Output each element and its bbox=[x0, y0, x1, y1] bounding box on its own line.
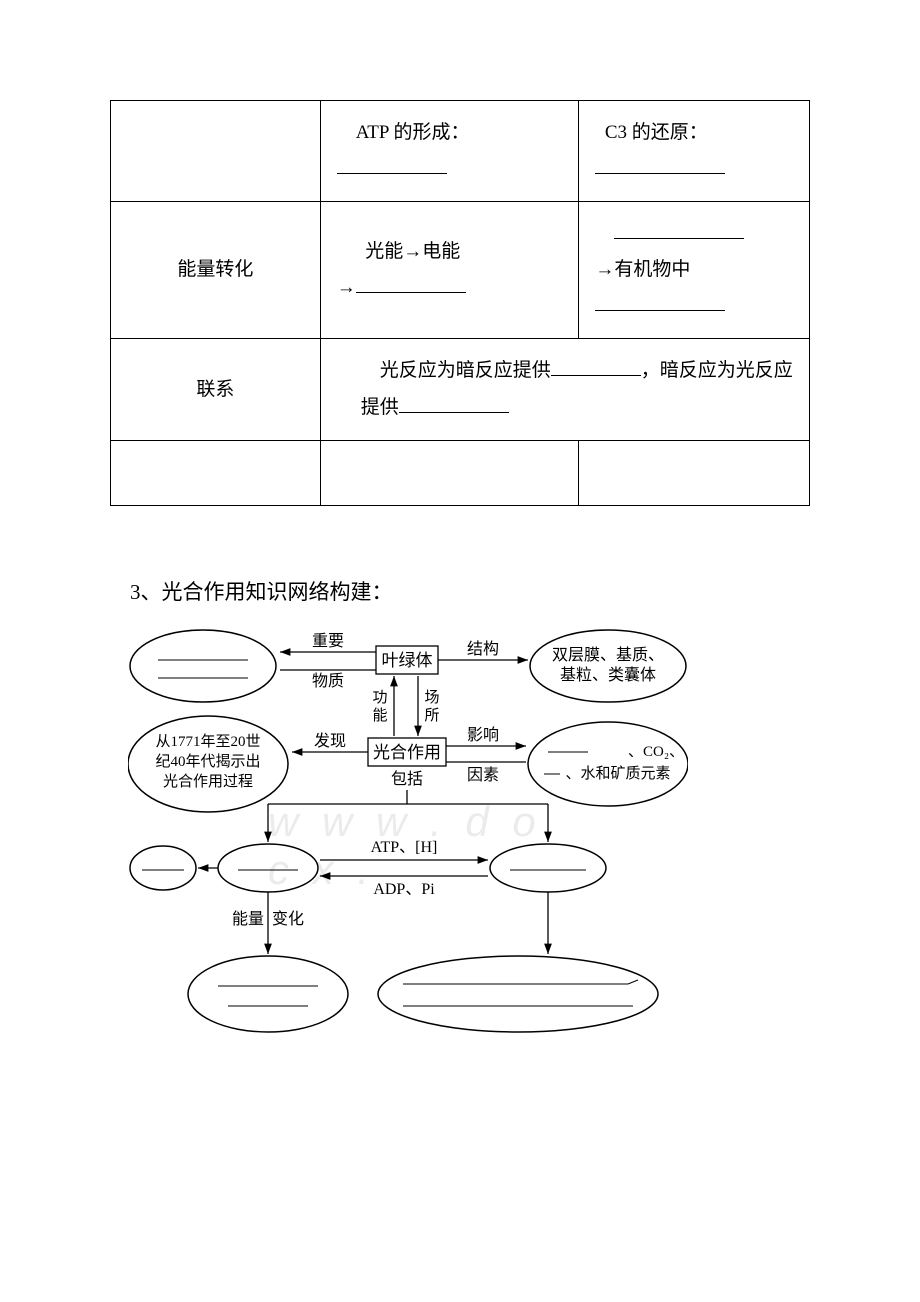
knowledge-network-diagram: 双层膜、基质、 基粒、类囊体 叶绿体 重要 物质 结构 功 能 场 所 光合作用 bbox=[128, 624, 688, 1069]
structure-text-1: 双层膜、基质、 bbox=[552, 646, 664, 664]
factor-water: 、水和矿质元素 bbox=[565, 765, 670, 782]
energy-blank-2 bbox=[614, 220, 744, 239]
photosyn-label: 光合作用 bbox=[373, 743, 441, 762]
ellipse-structure bbox=[530, 630, 686, 702]
row2-cell3: →有机物中 bbox=[579, 202, 810, 339]
energy-label: 能量 bbox=[232, 910, 264, 928]
table-row: 联系 光反应为暗反应提供，暗反应为光反应提供 bbox=[111, 339, 810, 440]
relation-blank-2 bbox=[399, 394, 509, 413]
diagram-svg: 双层膜、基质、 基粒、类囊体 叶绿体 重要 物质 结构 功 能 场 所 光合作用 bbox=[128, 624, 688, 1064]
table-row: 能量转化 光能→电能 → →有机物中 bbox=[111, 202, 810, 339]
c3-reduction-label: C3 的还原： bbox=[605, 122, 708, 143]
section-title: 3、光合作用知识网络构建： bbox=[130, 576, 810, 606]
structure-text-2: 基粒、类囊体 bbox=[560, 666, 656, 684]
chloroplast-label: 叶绿体 bbox=[382, 651, 433, 670]
change-label: 变化 bbox=[272, 910, 304, 928]
to-organic: →有机物中 bbox=[595, 259, 690, 280]
edge-discover: 发现 bbox=[314, 732, 346, 750]
ellipse-factor bbox=[528, 722, 688, 806]
edge-include: 包括 bbox=[391, 770, 423, 788]
comparison-table: ATP 的形成： C3 的还原： 能量转化 光能→电能 → →有机物中 bbox=[110, 100, 810, 506]
atp-formation-blank bbox=[337, 155, 447, 174]
atp-h-label: ATP、[H] bbox=[371, 839, 438, 856]
row3-merged: 光反应为暗反应提供，暗反应为光反应提供 bbox=[320, 339, 809, 440]
edge-factor-2: 因素 bbox=[467, 766, 499, 784]
empty-cell-2 bbox=[320, 440, 579, 505]
row1-label-cell bbox=[111, 101, 321, 202]
edge-material: 物质 bbox=[312, 672, 344, 690]
edge-place-1: 场 bbox=[424, 689, 439, 706]
edge-func-1: 功 bbox=[372, 689, 387, 706]
edge-important: 重要 bbox=[312, 632, 344, 650]
row1-cell2: ATP 的形成： bbox=[320, 101, 579, 202]
history-1: 从1771年至20世 bbox=[155, 733, 260, 750]
ellipse-right-mid bbox=[490, 844, 606, 892]
c3-reduction-blank bbox=[595, 155, 725, 174]
ellipse-left-mid bbox=[218, 844, 318, 892]
light-provides: 光反应为暗反应提供 bbox=[380, 360, 551, 381]
adp-pi-label: ADP、Pi bbox=[373, 881, 435, 898]
edge-factor-1: 影响 bbox=[467, 726, 499, 744]
ellipse-far-left bbox=[130, 846, 196, 890]
light-to-electric: 光能→电能 bbox=[365, 241, 460, 262]
history-2: 纪40年代揭示出 bbox=[155, 753, 260, 770]
energy-blank-3 bbox=[595, 292, 725, 311]
energy-blank-1 bbox=[356, 274, 466, 293]
arrow-text: → bbox=[337, 277, 356, 298]
row1-cell3: C3 的还原： bbox=[579, 101, 810, 202]
relation-blank-1 bbox=[551, 357, 641, 376]
table-row: ATP 的形成： C3 的还原： bbox=[111, 101, 810, 202]
edge-place-2: 所 bbox=[424, 707, 439, 724]
row2-cell2: 光能→电能 → bbox=[320, 202, 579, 339]
ellipse-blank-topleft bbox=[130, 630, 276, 702]
edge-structure: 结构 bbox=[467, 640, 499, 658]
history-3: 光合作用过程 bbox=[163, 773, 253, 790]
atp-formation-label: ATP 的形成： bbox=[356, 122, 470, 143]
factor-co2: 、CO₂、 bbox=[628, 744, 684, 760]
empty-cell-1 bbox=[111, 440, 321, 505]
ellipse-bottom-left bbox=[188, 956, 348, 1032]
empty-cell-3 bbox=[579, 440, 810, 505]
relation-label: 联系 bbox=[111, 339, 321, 440]
table-row bbox=[111, 440, 810, 505]
edge-func-2: 能 bbox=[372, 707, 387, 724]
energy-conversion-label: 能量转化 bbox=[111, 202, 321, 339]
ellipse-bottom-right bbox=[378, 956, 658, 1032]
